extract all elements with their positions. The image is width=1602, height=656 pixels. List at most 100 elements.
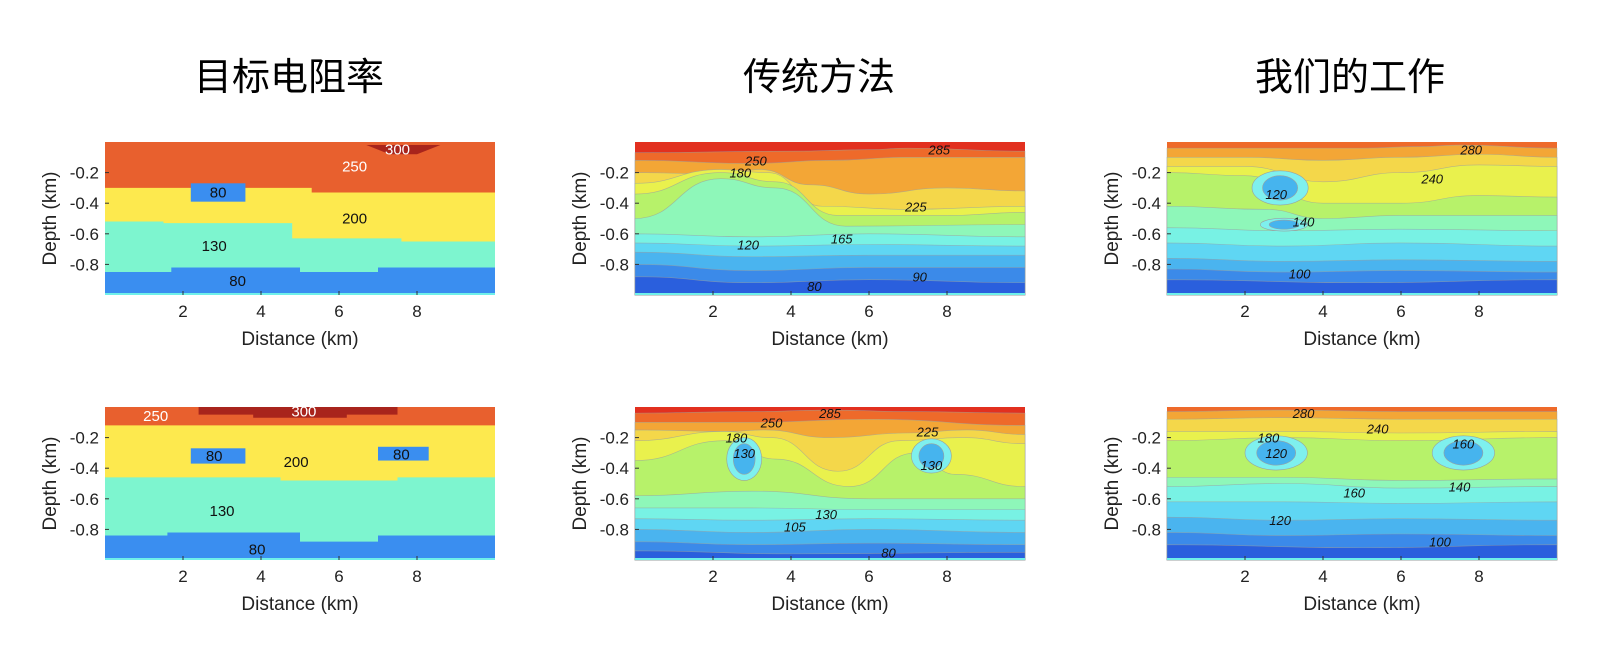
y-tick-label: -0.4: [600, 194, 629, 213]
contour-label: 285: [927, 143, 950, 158]
value-label: 200: [342, 211, 367, 228]
contour-band: [634, 550, 1026, 561]
anomaly-core: [1443, 440, 1484, 466]
contour-band: [634, 276, 1026, 296]
contour-label: 120: [1265, 446, 1287, 461]
y-tick-label: -0.6: [70, 490, 99, 509]
value-label: 80: [249, 541, 266, 558]
contour-label: 100: [1429, 535, 1451, 550]
panel-ours-bottom: 280 240 180 160 120 160 140 120 100 2 4 6 8 -0.2 -0.4 -…: [1102, 406, 1558, 615]
x-tick-label: 2: [708, 567, 717, 586]
value-label: 250: [143, 408, 168, 425]
contour-label: 80: [807, 279, 822, 294]
contour-label: 180: [1258, 431, 1280, 446]
y-tick-label: -0.6: [1132, 225, 1161, 244]
contour-label: 100: [1289, 267, 1311, 282]
panel-target-bottom: 250 300 80 200 80 130 80 2 4 6 8 -0.2 -0.4 -0.6 -0.8 Di…: [40, 404, 495, 615]
contour-label: 280: [1459, 143, 1482, 158]
y-tick-label: -0.4: [70, 459, 99, 478]
value-label: 250: [342, 158, 367, 175]
contour-label: 140: [1293, 215, 1315, 230]
y-tick-label: -0.4: [600, 459, 629, 478]
contour-label: 165: [831, 231, 853, 246]
value-label: 130: [202, 238, 227, 255]
layer-80: [105, 267, 495, 295]
y-tick-label: -0.2: [1132, 429, 1161, 448]
y-tick-label: -0.6: [1132, 490, 1161, 509]
y-axis-label: Depth (km): [570, 437, 591, 531]
x-tick-label: 8: [412, 567, 421, 586]
anomaly-block-80: [378, 446, 429, 461]
contour-label: 240: [1420, 172, 1443, 187]
value-label: 300: [291, 404, 316, 421]
resistivity-map: [1166, 407, 1558, 561]
x-tick-label: 4: [786, 567, 795, 586]
value-label: 200: [284, 454, 309, 471]
contour-label: 180: [726, 431, 748, 446]
y-tick-label: -0.8: [600, 520, 629, 539]
x-tick-label: 4: [256, 567, 265, 586]
contour-label: 250: [744, 153, 767, 168]
contour-label: 240: [1366, 421, 1389, 436]
contour-label: 280: [1292, 406, 1315, 421]
x-tick-label: 4: [786, 302, 795, 321]
x-axis-label: Distance (km): [241, 329, 358, 350]
contour-label: 180: [729, 166, 751, 181]
y-tick-label: -0.6: [70, 225, 99, 244]
y-tick-label: -0.8: [70, 520, 99, 539]
x-tick-label: 4: [256, 302, 265, 321]
value-label: 80: [393, 446, 410, 463]
value-label: 80: [210, 184, 227, 201]
x-tick-label: 6: [864, 567, 873, 586]
x-tick-label: 8: [942, 567, 951, 586]
contour-label: 160: [1343, 486, 1365, 501]
x-axis-label: Distance (km): [1303, 329, 1420, 350]
value-label: 80: [229, 273, 246, 290]
anomaly-core: [1256, 440, 1296, 466]
contour-label: 130: [733, 446, 755, 461]
value-label: 130: [209, 503, 234, 520]
contour-label: 225: [904, 199, 927, 214]
y-tick-label: -0.2: [1132, 164, 1161, 183]
y-tick-label: -0.6: [600, 490, 629, 509]
contour-label: 90: [912, 270, 927, 285]
y-tick-label: -0.8: [600, 255, 629, 274]
anomaly-core: [918, 443, 945, 469]
contour-label: 250: [760, 415, 783, 430]
x-tick-label: 2: [708, 302, 717, 321]
contour-label: 160: [1453, 437, 1475, 452]
x-tick-label: 8: [942, 302, 951, 321]
anomaly-core: [1262, 175, 1298, 201]
panel-target-top: 300 250 80 200 130 80 2 4 6 8 -0.2 -0.4 -0.6 -0.8 Dist…: [40, 142, 495, 350]
resistivity-map: [1166, 142, 1558, 296]
y-tick-label: -0.2: [70, 164, 99, 183]
anomaly-core: [1268, 219, 1300, 230]
x-axis-label: Distance (km): [771, 594, 888, 615]
contour-label: 120: [1269, 513, 1291, 528]
value-label: 300: [385, 142, 410, 159]
y-axis-label: Depth (km): [1102, 172, 1123, 266]
y-axis-label: Depth (km): [1102, 437, 1123, 531]
x-tick-label: 6: [1396, 567, 1405, 586]
y-tick-label: -0.4: [1132, 459, 1161, 478]
x-tick-label: 2: [1240, 567, 1249, 586]
x-tick-label: 4: [1318, 567, 1327, 586]
y-tick-label: -0.8: [1132, 255, 1161, 274]
panel-ours-top: 280 240 120 140 100 2 4 6 8 -0.2 -0.4 -0.6 -0.8 Dista…: [1102, 142, 1558, 350]
y-tick-label: -0.4: [1132, 194, 1161, 213]
contour-band: [1166, 544, 1558, 561]
x-axis-label: Distance (km): [241, 594, 358, 615]
y-tick-label: -0.8: [70, 255, 99, 274]
x-tick-label: 2: [1240, 302, 1249, 321]
x-axis-label: Distance (km): [771, 329, 888, 350]
anomaly-block-80: [190, 448, 246, 464]
x-tick-label: 6: [334, 302, 343, 321]
x-tick-label: 8: [412, 302, 421, 321]
contour-label: 130: [815, 507, 837, 522]
x-tick-label: 8: [1474, 302, 1483, 321]
layer-80: [105, 532, 495, 560]
x-tick-label: 8: [1474, 567, 1483, 586]
contour-label: 285: [818, 406, 841, 421]
value-label: 80: [206, 448, 223, 465]
